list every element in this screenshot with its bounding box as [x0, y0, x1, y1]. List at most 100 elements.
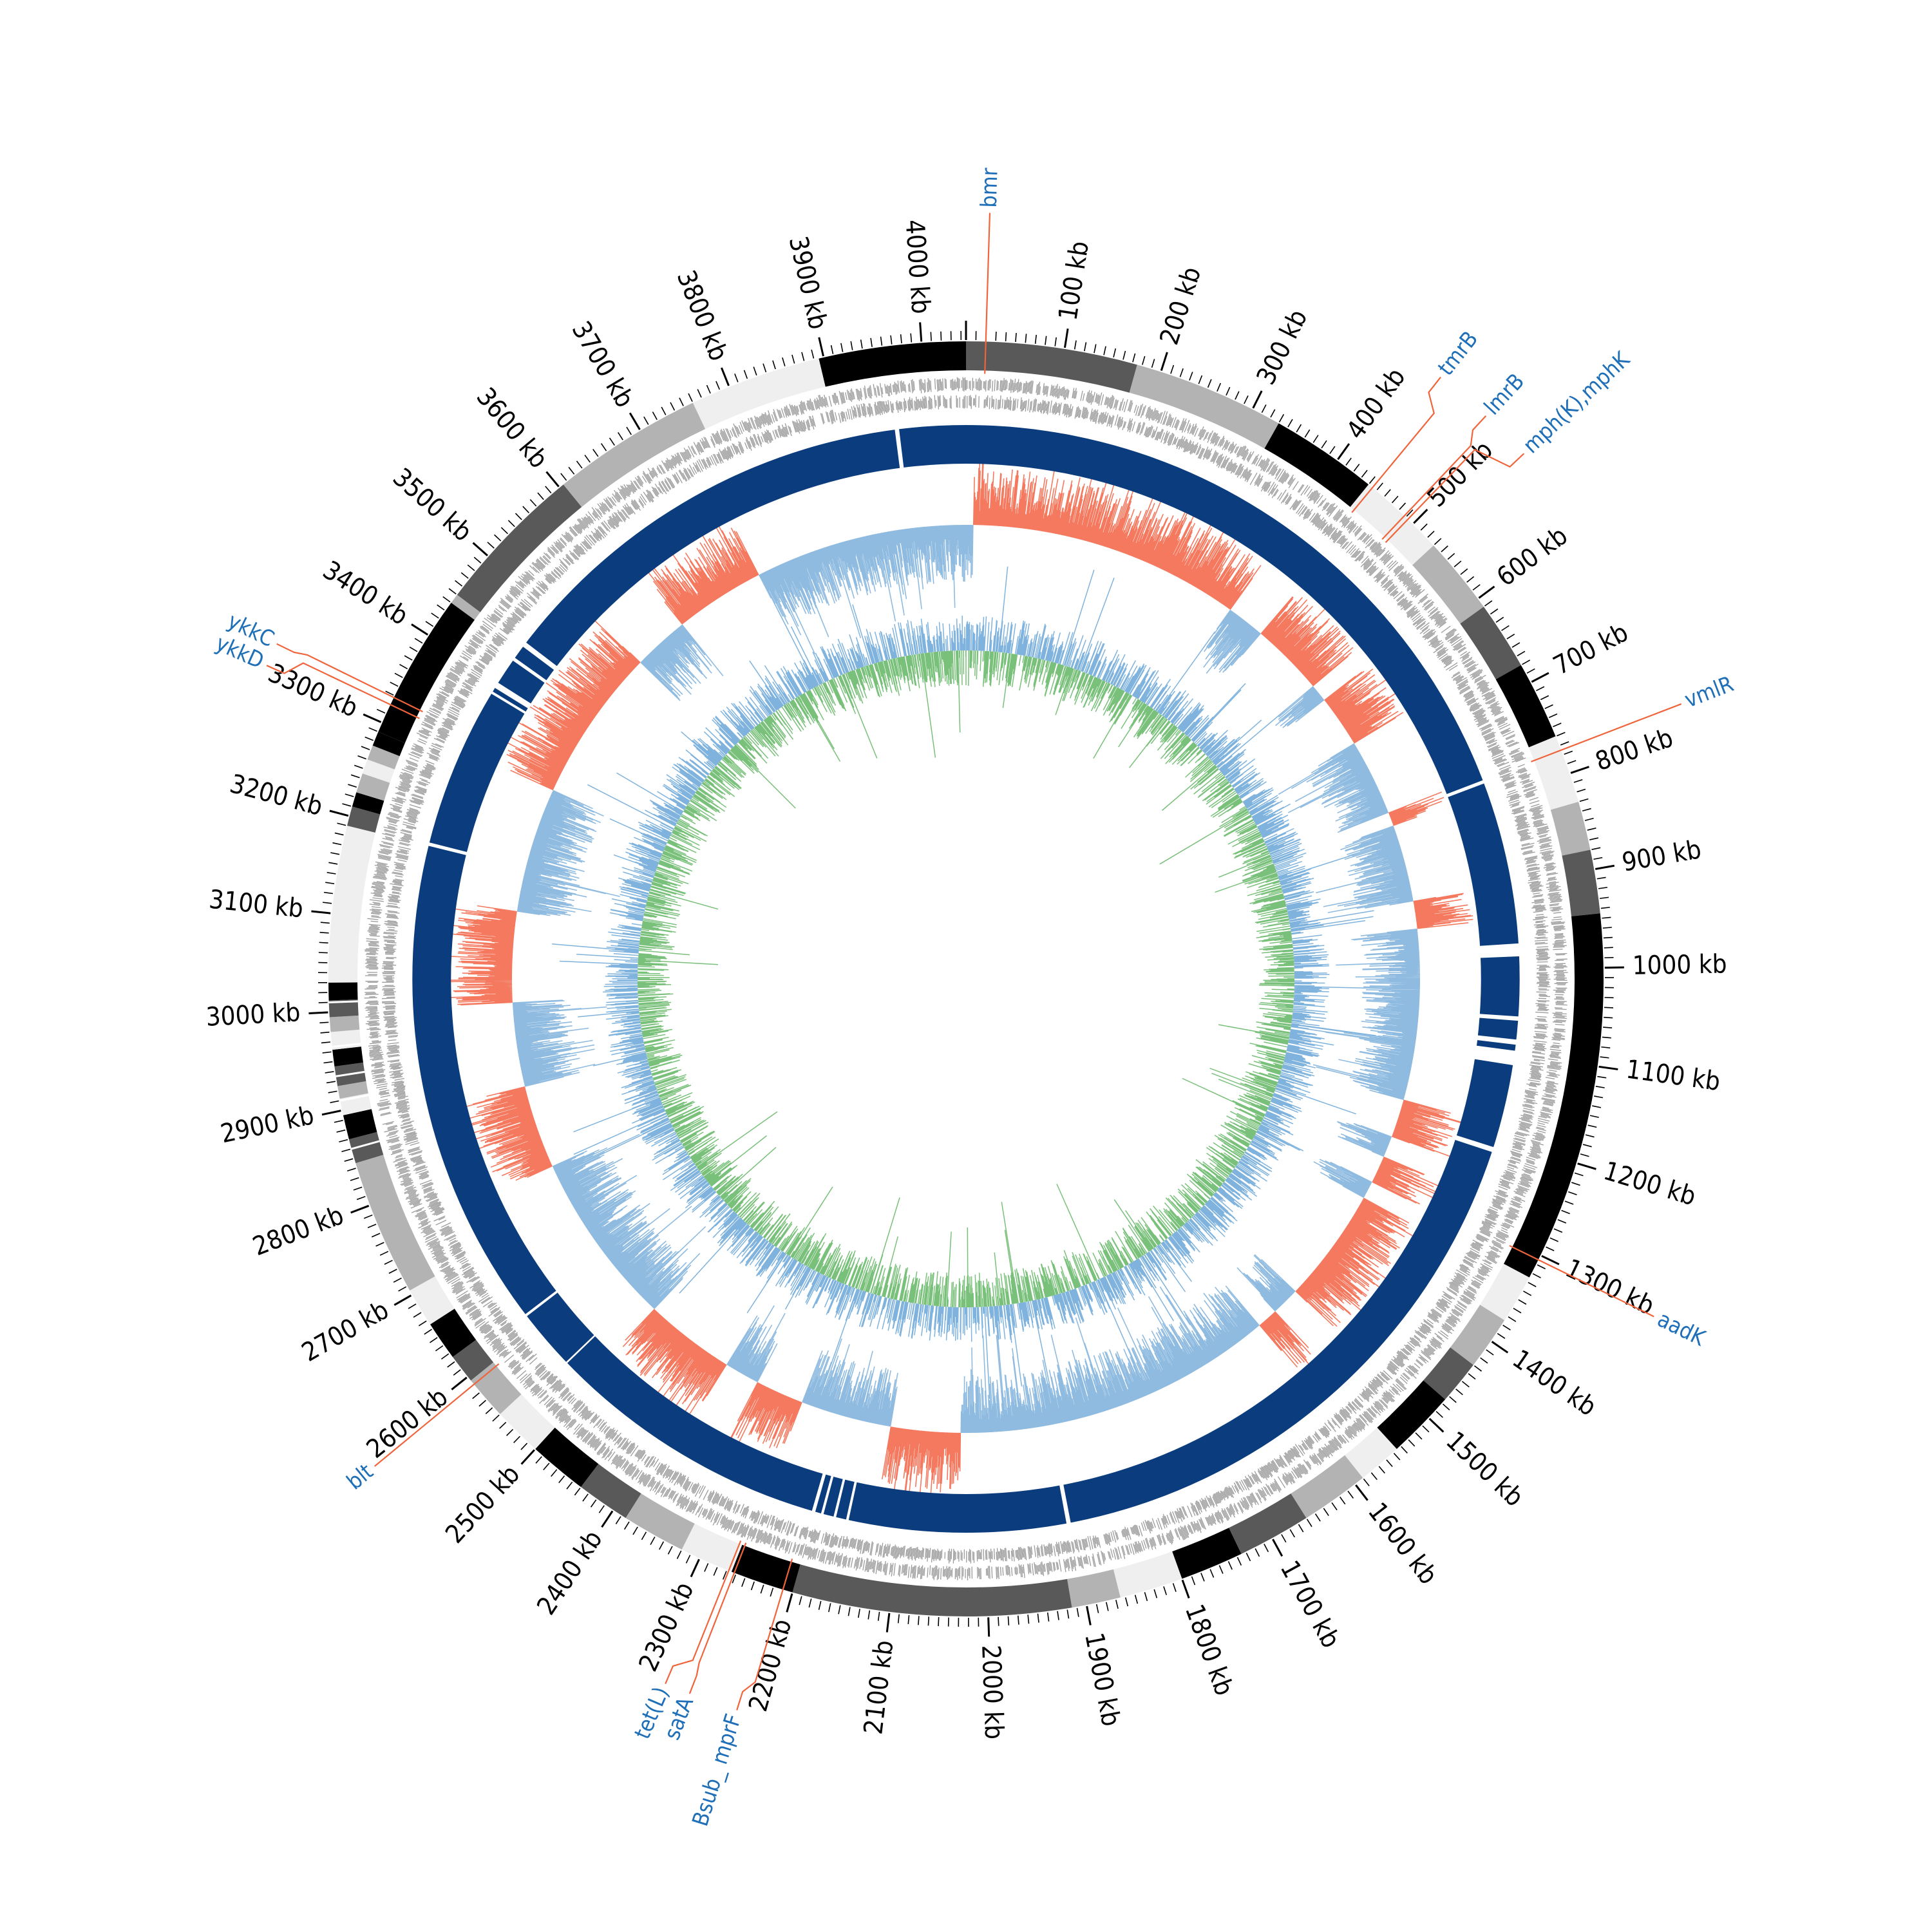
- tick-label: 400 kb: [1341, 363, 1411, 444]
- minor-tick: [522, 506, 529, 513]
- minor-tick: [500, 527, 508, 535]
- minor-tick: [1255, 1548, 1260, 1557]
- arg-leader-line: [736, 1558, 793, 1710]
- arg-leader-line: [276, 643, 423, 713]
- minor-tick: [568, 466, 575, 475]
- major-tick: [818, 337, 824, 357]
- minor-tick: [1472, 584, 1481, 591]
- tick-label: 2100 kb: [858, 1639, 899, 1736]
- tick-label: 100 kb: [1053, 239, 1095, 322]
- minor-tick: [1447, 553, 1455, 560]
- minor-tick: [1370, 1472, 1378, 1481]
- minor-tick: [1236, 1557, 1242, 1566]
- coverage-gap: [511, 657, 547, 684]
- minor-tick: [1561, 1209, 1570, 1215]
- tick-label: 500 kb: [1422, 435, 1499, 513]
- minor-tick: [1513, 1307, 1522, 1314]
- contig-segment: [625, 1493, 695, 1550]
- minor-tick: [1598, 887, 1608, 889]
- minor-tick: [1497, 1332, 1506, 1339]
- minor-tick: [1296, 424, 1302, 433]
- minor-tick: [322, 902, 332, 904]
- gc-skew-positive: [416, 435, 1483, 1524]
- arg-leader-line: [1385, 448, 1525, 544]
- gc-skew-negative: [512, 524, 1421, 1434]
- minor-tick: [1544, 704, 1553, 710]
- minor-tick: [1553, 723, 1562, 728]
- contig-segment: [1067, 1569, 1121, 1608]
- minor-tick: [319, 942, 328, 943]
- minor-tick: [1604, 947, 1613, 949]
- minor-tick: [558, 1475, 565, 1484]
- minor-tick: [1037, 1613, 1039, 1623]
- tick-label: 1200 kb: [1600, 1156, 1700, 1211]
- arg-leader-line: [1381, 415, 1487, 540]
- minor-tick: [390, 681, 399, 687]
- minor-tick: [791, 354, 795, 364]
- coverage-gap: [427, 842, 468, 856]
- minor-tick: [1595, 1085, 1605, 1088]
- minor-tick: [1589, 1115, 1599, 1118]
- minor-tick: [1198, 375, 1203, 384]
- minor-tick: [1571, 1182, 1580, 1186]
- minor-tick: [592, 449, 599, 457]
- minor-tick: [350, 1177, 359, 1181]
- minor-tick: [346, 1168, 356, 1171]
- minor-tick: [1227, 1561, 1233, 1570]
- minor-tick: [706, 384, 711, 394]
- minor-tick: [1347, 1490, 1354, 1499]
- minor-tick: [676, 1550, 682, 1559]
- minor-tick: [371, 1233, 381, 1238]
- major-tick: [472, 542, 488, 556]
- minor-tick: [938, 1617, 940, 1627]
- major-tick: [1595, 864, 1615, 870]
- major-tick: [520, 1449, 535, 1465]
- minor-tick: [1596, 876, 1606, 880]
- minor-tick: [799, 1596, 802, 1605]
- major-tick: [393, 1294, 412, 1306]
- minor-tick: [1005, 332, 1007, 341]
- minor-tick: [506, 1428, 514, 1436]
- minor-tick: [659, 1541, 665, 1550]
- contig-segment: [1460, 607, 1521, 679]
- minor-tick: [435, 1345, 444, 1352]
- tick-label: 3600 kb: [471, 383, 554, 474]
- minor-tick: [345, 793, 354, 797]
- major-tick: [1413, 508, 1428, 524]
- minor-tick: [1466, 576, 1475, 583]
- minor-tick: [1235, 391, 1240, 400]
- minor-tick: [1361, 469, 1368, 478]
- minor-tick: [354, 764, 363, 769]
- minor-tick: [440, 1353, 450, 1360]
- arg-gene-label: tmrB: [1433, 327, 1483, 381]
- arg-leader-line: [266, 662, 420, 719]
- major-tick: [1570, 766, 1589, 774]
- contig-segment: [1423, 1347, 1473, 1400]
- arg-gene-label: aadK: [1653, 1307, 1710, 1352]
- minor-tick: [1264, 1544, 1269, 1553]
- minor-tick: [667, 1546, 673, 1555]
- minor-tick: [1528, 1282, 1537, 1287]
- minor-tick: [1589, 837, 1599, 840]
- minor-tick: [1074, 340, 1077, 350]
- contig-segment: [378, 602, 475, 743]
- contig-segment: [1528, 736, 1579, 810]
- contig-segment: [500, 1394, 555, 1449]
- minor-tick: [685, 1555, 691, 1564]
- contig-segment: [362, 759, 395, 783]
- minor-tick: [520, 1443, 528, 1450]
- minor-tick: [1408, 1439, 1416, 1447]
- minor-tick: [1600, 907, 1610, 909]
- tick-label: 2600 kb: [361, 1382, 453, 1464]
- minor-tick: [1289, 1529, 1296, 1538]
- major-tick: [690, 1558, 700, 1578]
- minor-tick: [336, 1129, 346, 1133]
- major-tick: [350, 1204, 370, 1214]
- coverage-gap: [846, 1481, 857, 1522]
- minor-tick: [375, 1242, 384, 1247]
- minor-tick: [330, 1100, 339, 1103]
- minor-tick: [1582, 808, 1591, 811]
- major-tick: [363, 713, 382, 723]
- minor-tick: [379, 1251, 389, 1256]
